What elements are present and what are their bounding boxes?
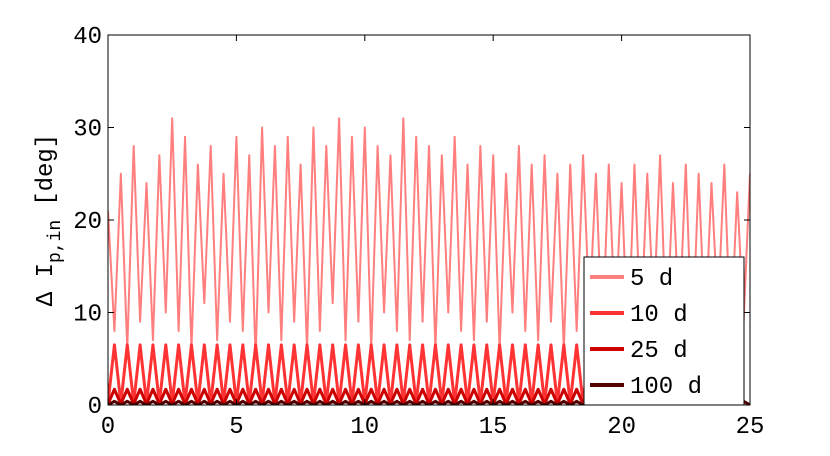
legend-label: 5 d <box>630 266 673 293</box>
x-tick-label: 5 <box>229 414 243 441</box>
y-label-main: Δ I <box>33 263 60 306</box>
x-tick-label: 25 <box>736 414 765 441</box>
x-tick-label: 15 <box>479 414 508 441</box>
y-label-unit: [deg] <box>33 134 60 206</box>
y-tick-label: 30 <box>73 117 102 144</box>
x-tick-label: 0 <box>101 414 115 441</box>
y-tick-label: 20 <box>73 209 102 236</box>
legend-label: 10 d <box>630 302 688 329</box>
y-label-sub: p,in <box>46 220 66 263</box>
y-tick-label: 10 <box>73 302 102 329</box>
y-tick-label: 0 <box>88 394 102 421</box>
y-axis-label: Δ Ip,in [deg] <box>33 134 66 306</box>
x-tick-label: 10 <box>350 414 379 441</box>
legend: 5 d 10 d 25 d 100 d <box>583 256 745 406</box>
legend-label: 100 d <box>630 374 702 401</box>
legend-box <box>583 256 745 406</box>
x-tick-label: 20 <box>607 414 636 441</box>
y-tick-label: 40 <box>73 24 102 51</box>
legend-label: 25 d <box>630 338 688 365</box>
